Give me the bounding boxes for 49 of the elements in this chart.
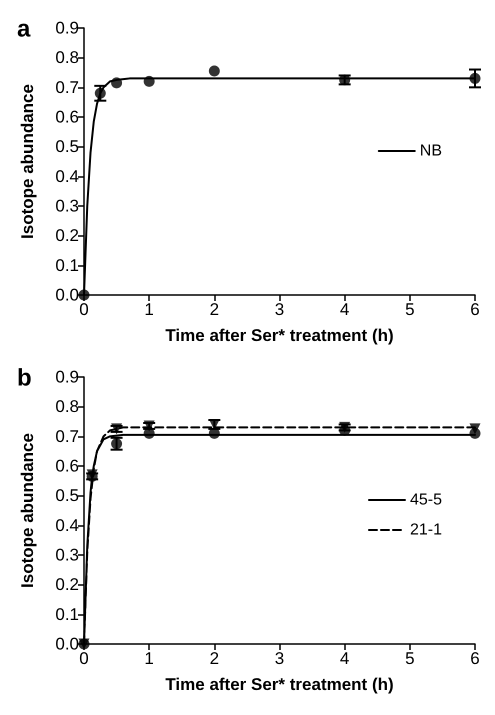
y-tick-label: 0.4 [55,166,79,186]
chart-title: a [17,16,31,42]
x-axis-title: Time after Ser* treatment (h) [165,675,394,694]
point [111,77,122,88]
y-tick-label: 0.5 [55,137,79,156]
y-tick-label: 0.1 [55,256,79,275]
x-tick-label: 0 [79,649,89,668]
y-tick-label: 0.3 [55,196,79,216]
y-tick-label: 0.5 [55,486,79,506]
x-tick-label: 0 [79,300,89,319]
y-tick-label: 0.4 [55,516,79,535]
y-tick-label: 0.2 [55,575,79,594]
y-tick-label: 0.9 [55,368,79,386]
x-axis-title: Time after Ser* treatment (h) [165,326,394,345]
x-tick-label: 2 [210,300,220,319]
y-axis-title: Isotope abundance [18,433,37,588]
point [94,88,106,99]
x-tick-label: 6 [470,300,480,319]
y-tick-label: 0.3 [55,546,79,564]
y-tick-label: 0.6 [55,108,79,126]
x-tick-label: 6 [470,649,480,668]
point [470,72,480,84]
point [208,66,220,77]
y-tick-label: 0.8 [55,48,79,68]
x-tick-label: 1 [144,649,154,668]
x-tick-label: 5 [405,649,415,668]
y-tick-label: 0.1 [55,604,79,624]
point [470,423,480,434]
y-axis-title: Isotope abundance [18,84,37,239]
x-tick-label: 4 [340,300,350,319]
y-tick-label: 0.7 [55,426,79,446]
y-tick-label: 0.0 [55,286,79,304]
x-tick-label: 3 [274,300,284,319]
y-tick-label: 0.2 [55,226,79,246]
legend-label: NB [420,142,442,160]
x-tick-label: 3 [274,649,284,668]
x-tick-label: 2 [210,649,220,668]
legend-label: 45-5 [410,492,442,508]
x-tick-label: 5 [405,300,415,319]
legend-label: 21-1 [410,522,442,538]
x-tick-label: 1 [144,300,154,319]
y-tick-label: 0.6 [55,456,79,476]
y-tick-label: 0.7 [55,78,79,97]
y-tick-label: 0.0 [55,634,79,654]
x-tick-label: 4 [340,649,350,668]
point [144,76,155,87]
chart-title: b [17,364,32,392]
y-tick-label: 0.9 [55,18,79,38]
y-tick-label: 0.8 [55,397,79,416]
